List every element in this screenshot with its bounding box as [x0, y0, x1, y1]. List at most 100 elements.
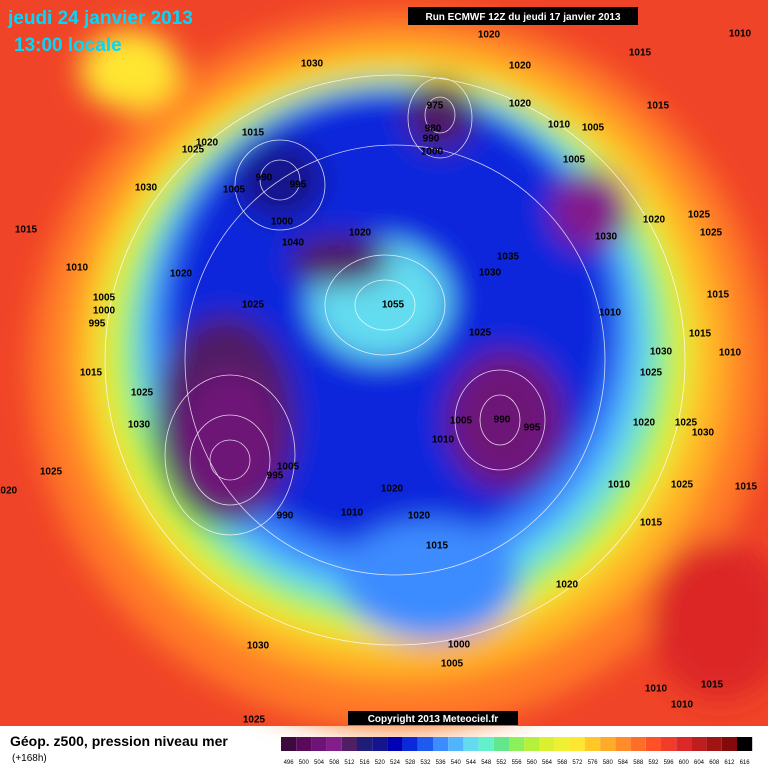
- pressure-label: 1020: [633, 418, 656, 429]
- pressure-label: 1015: [15, 225, 38, 236]
- pressure-label: 990: [277, 511, 294, 522]
- legend-value: 512: [344, 760, 355, 766]
- legend-value: 528: [405, 760, 416, 766]
- legend-value: 584: [618, 760, 629, 766]
- legend-value: 552: [496, 760, 507, 766]
- pressure-label: 1015: [640, 518, 663, 529]
- legend-swatch: [357, 737, 373, 751]
- pressure-label: 975: [427, 101, 444, 112]
- pressure-label: 1030: [595, 232, 618, 243]
- pressure-label: 1020: [408, 511, 431, 522]
- pressure-label: 1025: [40, 467, 63, 478]
- legend-swatch: [661, 737, 677, 751]
- legend-value: 496: [284, 760, 295, 766]
- pressure-label: 1025: [182, 145, 205, 156]
- legend-value: 600: [679, 760, 690, 766]
- pressure-label: 995: [524, 423, 541, 434]
- pressure-label: 1015: [80, 368, 103, 379]
- pressure-label: 1025: [675, 418, 698, 429]
- legend-swatch: [387, 737, 403, 751]
- pressure-label: 1005: [223, 185, 246, 196]
- legend-swatch: [569, 737, 585, 751]
- legend-value: 596: [664, 760, 675, 766]
- legend-swatch: [585, 737, 601, 751]
- legend-swatch: [463, 737, 479, 751]
- pressure-label: 1015: [426, 541, 449, 552]
- pressure-label: 1015: [647, 101, 670, 112]
- legend-value: 604: [694, 760, 705, 766]
- pressure-label: 1005: [441, 659, 464, 670]
- legend-value: 564: [542, 760, 553, 766]
- pressure-label: 1015: [701, 680, 724, 691]
- pressure-label: 995: [89, 319, 106, 330]
- pressure-label: 1015: [689, 329, 712, 340]
- pressure-label: 1020: [478, 30, 501, 41]
- pressure-label: 1025: [243, 715, 266, 726]
- legend-value: 548: [481, 760, 492, 766]
- field-title: Géop. z500, pression niveau mer: [10, 733, 228, 749]
- legend-swatch: [402, 737, 418, 751]
- pressure-label: 1025: [688, 210, 711, 221]
- pressure-label: 1025: [671, 480, 694, 491]
- legend-value: 616: [740, 760, 751, 766]
- legend-value: 592: [648, 760, 659, 766]
- pressure-label: 1010: [599, 308, 622, 319]
- date: jeudi 24 janvier 2013: [7, 8, 193, 29]
- pressure-label: 1015: [242, 128, 265, 139]
- pressure-label: 990: [494, 415, 511, 426]
- pressure-label: 1005: [450, 416, 473, 427]
- pressure-label: 980: [425, 124, 442, 135]
- pressure-label: 1020: [381, 484, 404, 495]
- legend-swatch: [676, 737, 692, 751]
- legend-swatch: [554, 737, 570, 751]
- legend-swatch: [311, 737, 327, 751]
- pressure-label: 1000: [271, 217, 294, 228]
- pressure-label: 1020: [556, 580, 579, 591]
- legend-swatch: [539, 737, 555, 751]
- pressure-label: 1030: [128, 420, 151, 431]
- legend-value: 556: [512, 760, 523, 766]
- legend-value: 572: [572, 760, 583, 766]
- pressure-label: 1005: [582, 123, 605, 134]
- pressure-label: 1000: [421, 147, 444, 158]
- legend-value: 576: [588, 760, 599, 766]
- legend-swatch: [509, 737, 525, 751]
- lead-time: (+168h): [12, 753, 47, 764]
- legend-value: 516: [360, 760, 371, 766]
- legend-value: 520: [375, 760, 386, 766]
- legend-value: 568: [557, 760, 568, 766]
- legend-value: 536: [436, 760, 447, 766]
- legend-value: 500: [299, 760, 310, 766]
- pressure-label: 1020: [509, 99, 532, 110]
- pressure-label: 1055: [382, 300, 405, 311]
- pressure-label: 1025: [640, 368, 663, 379]
- pressure-label: 1010: [548, 120, 571, 131]
- pressure-label: 1000: [448, 640, 471, 651]
- pressure-label: 1020: [349, 228, 372, 239]
- pressure-label: 1005: [563, 155, 586, 166]
- copyright: Copyright 2013 Meteociel.fr: [368, 714, 499, 725]
- pressure-label: 1015: [735, 482, 758, 493]
- legend-swatch: [721, 737, 737, 751]
- pressure-labels: 1030 1020 1020 1010 1015 1015 1020 1010 1005 1005…: [0, 29, 758, 726]
- legend-swatch: [630, 737, 646, 751]
- legend-value: 560: [527, 760, 538, 766]
- pressure-label: 995: [267, 471, 284, 482]
- legend-swatch: [524, 737, 540, 751]
- pressure-label: 1025: [469, 328, 492, 339]
- pressure-label: 1030: [247, 641, 270, 652]
- pressure-label: 1010: [671, 700, 694, 711]
- pressure-label: 995: [290, 180, 307, 191]
- legend-swatch: [433, 737, 449, 751]
- pressure-label: 1025: [242, 300, 265, 311]
- legend-value: 504: [314, 760, 325, 766]
- pressure-label: 1030: [479, 268, 502, 279]
- pressure-label: 1020: [170, 269, 193, 280]
- legend-value: 612: [724, 760, 735, 766]
- pressure-label: 1015: [707, 290, 730, 301]
- pressure-label: 1020: [0, 486, 18, 497]
- legend-value: 608: [709, 760, 720, 766]
- legend-swatch: [600, 737, 616, 751]
- pressure-label: 1010: [608, 480, 631, 491]
